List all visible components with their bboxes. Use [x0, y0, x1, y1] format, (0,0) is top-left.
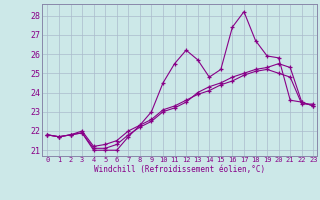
X-axis label: Windchill (Refroidissement éolien,°C): Windchill (Refroidissement éolien,°C)	[94, 165, 265, 174]
